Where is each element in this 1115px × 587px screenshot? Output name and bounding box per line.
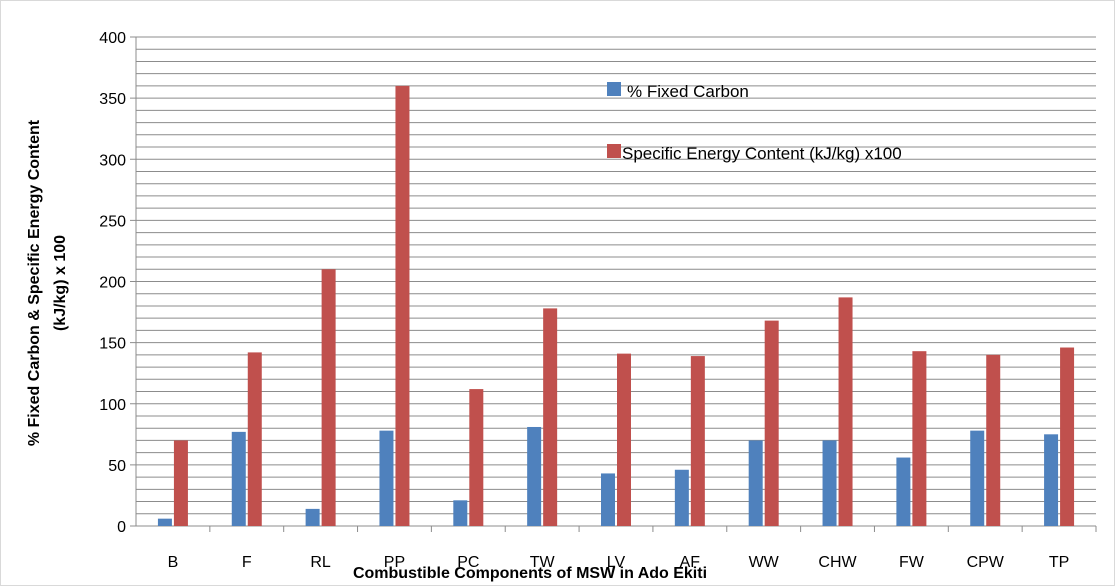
x-axis-title: Combustible Components of MSW in Ado Eki… (353, 565, 707, 582)
bar-energy-content-tw (543, 308, 558, 526)
bar-fixed-carbon-chw (822, 440, 837, 526)
legend-swatch-energy-content (607, 144, 621, 158)
y-tick-label: 100 (99, 397, 126, 414)
bar-energy-content-b (173, 440, 188, 526)
y-axis-title: % Fixed Carbon & Specific Energy Content… (26, 119, 69, 446)
x-tick-label: TP (1049, 554, 1069, 571)
bar-fixed-carbon-tw (527, 426, 542, 526)
bar-fixed-carbon-fw (896, 457, 911, 526)
bar-fixed-carbon-pp (379, 430, 394, 526)
x-tick-label: CPW (967, 554, 1005, 571)
bar-energy-content-af (690, 356, 705, 526)
bar-fixed-carbon-af (674, 469, 689, 526)
legend-swatch-fixed-carbon (607, 82, 621, 96)
bar-energy-content-lv (617, 353, 631, 526)
y-tick-label: 150 (99, 336, 126, 353)
bar-fixed-carbon-tp (1044, 434, 1059, 526)
bar-fixed-carbon-ww (748, 440, 763, 526)
y-tick-label: 0 (117, 519, 126, 536)
x-tick-label: LV (607, 554, 626, 571)
x-tick-label: PP (384, 554, 405, 571)
y-tick-labels: 0 50 100 150 200 250 300 350 400 (99, 30, 136, 536)
x-tick-labels: B F RL PP PC TW LV AF WW CHW FW CPW TP (168, 526, 1097, 571)
y-tick-label: 350 (99, 91, 126, 108)
x-tick-label: WW (749, 554, 780, 571)
bar-energy-content-rl (321, 269, 336, 526)
bar-energy-content-fw (912, 351, 927, 526)
y-tick-label: 250 (99, 213, 126, 230)
bar-energy-content-pc (469, 389, 484, 526)
x-tick-label: AF (680, 554, 701, 571)
x-tick-label: FW (899, 554, 925, 571)
gridlines (136, 36, 1096, 527)
y-tick-label: 200 (99, 275, 126, 292)
y-tick-label: 400 (99, 30, 126, 47)
legend-label-fixed-carbon: % Fixed Carbon (627, 82, 749, 101)
y-tick-label: 50 (108, 458, 126, 475)
x-tick-label: B (168, 554, 179, 571)
bar-energy-content-ww (764, 320, 779, 526)
bar-fixed-carbon-lv (601, 473, 615, 526)
bar-fixed-carbon-cpw (970, 430, 985, 526)
bar-fixed-carbon-b (157, 518, 172, 526)
bar-energy-content-tp (1060, 347, 1075, 526)
legend: % Fixed Carbon Specific Energy Content (… (607, 82, 902, 163)
bar-energy-content-chw (838, 297, 853, 526)
x-tick-label: PC (457, 554, 479, 571)
bar-fixed-carbon-rl (305, 508, 320, 526)
x-tick-label: TW (530, 554, 556, 571)
x-tick-label: CHW (818, 554, 857, 571)
bars (157, 85, 1075, 527)
y-axis-title-line2: (kJ/kg) x 100 (52, 235, 69, 331)
bar-fixed-carbon-pc (453, 500, 468, 526)
bar-energy-content-cpw (986, 354, 1001, 526)
y-tick-label: 300 (99, 152, 126, 169)
bar-fixed-carbon-f (231, 431, 246, 526)
bar-energy-content-f (247, 352, 262, 526)
x-tick-label: RL (310, 554, 331, 571)
bar-energy-content-pp (395, 85, 410, 527)
x-tick-label: F (242, 554, 252, 571)
legend-label-energy-content: Specific Energy Content (kJ/kg) x100 (622, 144, 902, 163)
y-axis-title-line1: % Fixed Carbon & Specific Energy Content (26, 119, 43, 446)
